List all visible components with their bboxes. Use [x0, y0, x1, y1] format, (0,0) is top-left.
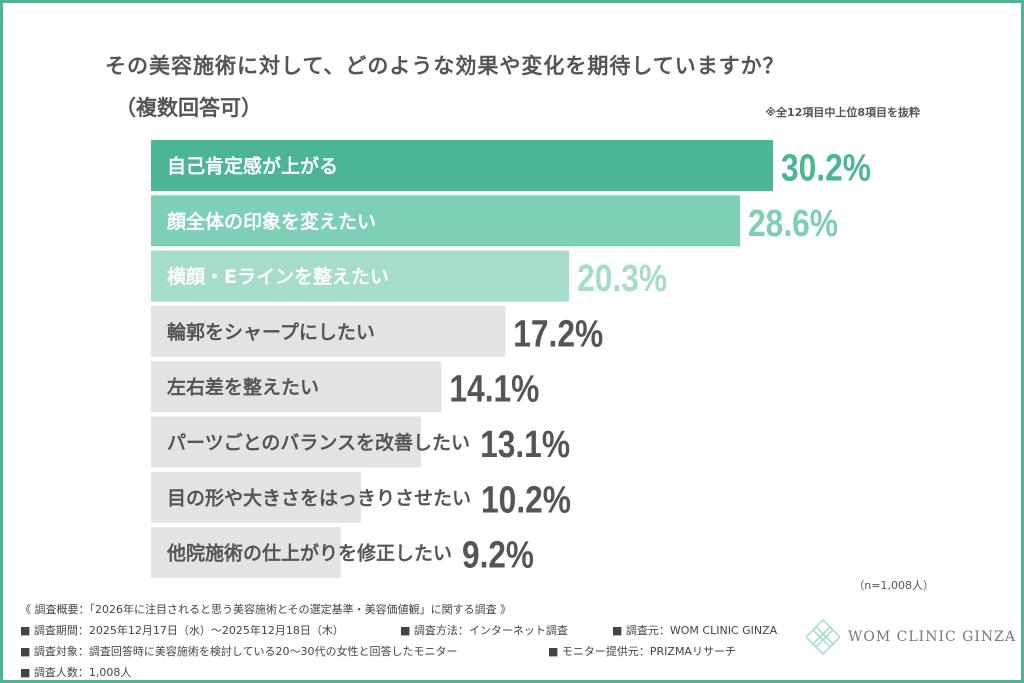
chart-title: その美容施術に対して、どのような効果や変化を期待していますか？ [105, 54, 785, 78]
bar-chart: 自己肯定感が上がる 30.2% 顔全体の印象を変えたい 28.6% 横顔・Eラインを整え… [151, 140, 871, 579]
value-label: 17.2% [513, 313, 603, 355]
bar [151, 527, 341, 579]
logo-mark-icon [806, 618, 840, 656]
bar [151, 416, 421, 468]
excerpt-note: ※全12項目中上位8項目を抜粋 [765, 106, 920, 119]
category-label: 横顔・Eラインを整えたい [167, 265, 389, 288]
value-label: 14.1% [449, 369, 539, 411]
category-label: パーツごとのバランスを改善したい [167, 431, 470, 454]
survey-period: ■ 調査期間：2025年12月17日（水）〜2025年12月18日（木） [20, 624, 344, 637]
logo-text: WOM CLINIC GINZA [848, 629, 1016, 645]
bar [151, 471, 362, 523]
value-label: 28.6% [748, 203, 838, 245]
value-label: 10.2% [481, 479, 571, 521]
bar [151, 250, 570, 302]
category-label: 目の形や大きさをはっきりさせたい [167, 486, 471, 509]
category-label: 自己肯定感が上がる [167, 155, 338, 178]
category-label: 他院施術の仕上がりを修正したい [166, 542, 452, 565]
bar [151, 140, 773, 191]
bar [151, 361, 442, 413]
survey-count: ■ 調査人数：1,008人 [20, 666, 132, 679]
category-label: 顔全体の印象を変えたい [166, 210, 376, 233]
monitor-provider: ■ モニター提供元：PRIZMAリサーチ [548, 645, 736, 658]
value-label: 9.2% [462, 535, 534, 577]
sample-size: （n=1,008人） [853, 579, 934, 592]
category-label: 左右差を整えたい [167, 376, 319, 399]
chart-subtitle: （複数回答可） [115, 96, 262, 120]
survey-method: ■ 調査方法：インターネット調査 [400, 624, 568, 637]
survey-summary: 《 調査概要：「2026年に注目されると思う美容施術とその選定基準・美容価値観」… [20, 603, 512, 616]
survey-source: ■ 調査元：WOM CLINIC GINZA [612, 624, 778, 637]
bar [151, 195, 741, 247]
category-label: 輪郭をシャープにしたい [167, 320, 375, 343]
value-label: 30.2% [781, 148, 871, 190]
value-label: 13.1% [480, 424, 570, 466]
logo: WOM CLINIC GINZA [806, 618, 1016, 656]
value-label: 20.3% [577, 258, 667, 300]
survey-target: ■ 調査対象：調査回答時に美容施術を検討している20〜30代の女性と回答したモニ… [20, 645, 458, 658]
bar [151, 305, 506, 357]
